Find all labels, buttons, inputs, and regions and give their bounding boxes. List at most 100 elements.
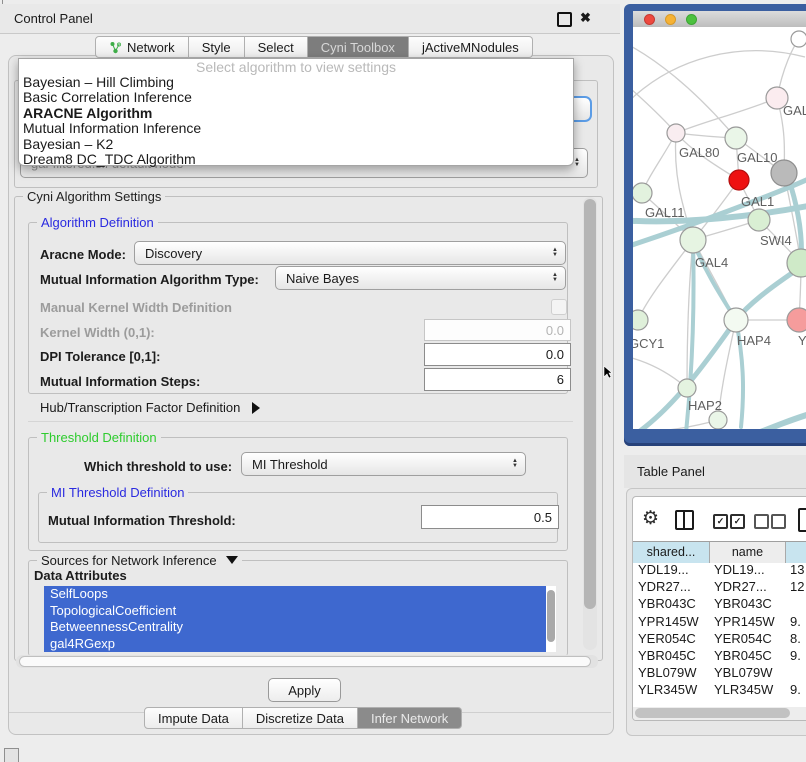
- network-node-gal80[interactable]: [666, 123, 686, 143]
- dropdown-item-selected[interactable]: ARACNE Algorithm: [23, 104, 153, 121]
- network-node[interactable]: [765, 86, 789, 110]
- network-window-titlebar[interactable]: [633, 11, 806, 28]
- tab-style[interactable]: Style: [188, 36, 245, 58]
- dpi-tolerance-field[interactable]: 0.0: [424, 343, 571, 366]
- aracne-mode-combo[interactable]: Discovery ▲ ▼: [134, 241, 566, 265]
- network-node[interactable]: [708, 410, 728, 429]
- tab-discretize-data[interactable]: Discretize Data: [242, 707, 358, 729]
- network-node-gal10[interactable]: [724, 126, 748, 150]
- network-node-gal4[interactable]: [679, 226, 707, 254]
- network-node-hap4[interactable]: [723, 307, 749, 333]
- node-label: GAL1: [741, 194, 775, 209]
- network-node-hap2[interactable]: [677, 378, 697, 398]
- mi-type-combo[interactable]: Naive Bayes ▲ ▼: [275, 266, 566, 290]
- manual-kernel-checkbox[interactable]: [551, 299, 567, 315]
- dropdown-item[interactable]: Bayesian – K2: [23, 135, 114, 152]
- mi-threshold-definition-title: MI Threshold Definition: [47, 485, 189, 500]
- tab-cyni-toolbox[interactable]: Cyni Toolbox: [307, 36, 409, 58]
- list-item[interactable]: gal4RGexp: [50, 635, 116, 651]
- cell-shared: YBR045C: [638, 647, 696, 663]
- network-node[interactable]: [790, 30, 806, 48]
- unchecked-checkbox-icon[interactable]: [754, 514, 769, 529]
- network-node-gcy1[interactable]: [633, 309, 649, 331]
- tab-infer-network[interactable]: Infer Network: [357, 707, 463, 729]
- tab-impute-data[interactable]: Impute Data: [144, 707, 243, 729]
- zoom-traffic-light[interactable]: [686, 13, 697, 25]
- checked-checkbox-icon[interactable]: ✓: [713, 514, 728, 529]
- table-row[interactable]: YDR27... YDR27... 12: [633, 579, 806, 596]
- list-item[interactable]: SelfLoops: [50, 586, 108, 601]
- tab-network[interactable]: Network: [95, 36, 189, 58]
- node-label: HAP2: [688, 398, 722, 413]
- close-icon[interactable]: ✖: [580, 10, 591, 25]
- table-row[interactable]: YBR045C YBR045C 9.: [633, 648, 806, 665]
- dropdown-item[interactable]: Bayesian – Hill Climbing: [23, 74, 174, 90]
- network-canvas[interactable]: GAL GAL80 GAL10 GAL1 GAL11 SWI4 GAL4 GCY…: [633, 27, 806, 429]
- tab-infer-network-label: Infer Network: [370, 710, 449, 726]
- tab-select[interactable]: Select: [244, 36, 308, 58]
- table-rows: YDL19... YDL19... 13 YDR27... YDR27... 12 YB…: [633, 562, 806, 703]
- minimized-panel-icon[interactable]: [4, 748, 19, 762]
- table-panel-title: Table Panel: [637, 464, 705, 479]
- column-header-partial[interactable]: [786, 542, 806, 563]
- table-row[interactable]: YPR145W YPR145W 9.: [633, 614, 806, 631]
- network-node[interactable]: [786, 248, 806, 278]
- kernel-width-field[interactable]: 0.0: [424, 319, 571, 341]
- table-row[interactable]: YDL19... YDL19... 13: [633, 562, 806, 579]
- list-item[interactable]: BetweennessCentrality: [50, 619, 183, 634]
- network-node[interactable]: [633, 182, 653, 204]
- column-header-shared[interactable]: shared...: [633, 542, 710, 563]
- table-row[interactable]: YBR043C YBR043C: [633, 596, 806, 613]
- network-icon: [109, 41, 122, 54]
- float-window-icon[interactable]: [557, 12, 572, 27]
- tab-jactivemnodules[interactable]: jActiveMNodules: [408, 36, 533, 58]
- apply-button[interactable]: Apply: [268, 678, 341, 702]
- list-scrollbar-thumb[interactable]: [547, 590, 555, 642]
- list-item[interactable]: TopologicalCoefficient: [50, 602, 177, 618]
- hub-section-toggle[interactable]: Hub/Transcription Factor Definition: [40, 400, 261, 415]
- mi-threshold-field[interactable]: 0.5: [421, 505, 559, 529]
- cell-value: 9.: [790, 682, 801, 698]
- network-node-gal1[interactable]: [747, 208, 771, 232]
- which-threshold-combo[interactable]: MI Threshold ▲ ▼: [241, 452, 526, 476]
- gear-icon[interactable]: ⚙: [642, 508, 660, 529]
- node-label: SWI4: [760, 233, 792, 248]
- control-panel-titlebar: Control Panel ✖: [0, 4, 620, 34]
- table-hscrollbar-thumb[interactable]: [635, 708, 790, 718]
- network-node-selected-red[interactable]: [728, 169, 750, 191]
- settings-scrollbar-thumb[interactable]: [584, 199, 596, 609]
- checked-checkbox-icon[interactable]: ✓: [730, 514, 745, 529]
- dropdown-item[interactable]: Dream8 DC_TDC Algorithm: [23, 150, 196, 167]
- document-icon[interactable]: [798, 508, 806, 532]
- cell-name: YLR345W: [714, 682, 774, 698]
- chevron-right-icon[interactable]: [252, 402, 261, 414]
- table-row[interactable]: YLR345W YLR345W 9.: [633, 682, 806, 699]
- mi-steps-field[interactable]: 6: [424, 368, 571, 391]
- column-header-name[interactable]: name: [710, 542, 786, 563]
- cell-value: 8.: [790, 630, 801, 646]
- dropdown-item[interactable]: Mutual Information Inference: [23, 120, 202, 137]
- mi-threshold-definition-group: MI Threshold Definition: [38, 485, 558, 543]
- settings-hscrollbar-thumb[interactable]: [19, 656, 591, 667]
- close-traffic-light[interactable]: [644, 13, 655, 25]
- cell-value: 13: [790, 562, 805, 577]
- algorithm-dropdown-popup: Select algorithm to view settings Bayesi…: [18, 58, 574, 167]
- data-attributes-label: Data Attributes: [34, 568, 127, 583]
- unchecked-checkbox-icon[interactable]: [771, 514, 786, 529]
- which-threshold-label: Which threshold to use:: [84, 459, 233, 474]
- cell-shared: YDR27...: [638, 579, 691, 595]
- sources-group-title[interactable]: Sources for Network Inference: [37, 553, 243, 568]
- table-row[interactable]: YBL079W YBL079W: [633, 665, 806, 682]
- tab-style-label: Style: [201, 39, 231, 55]
- mouse-cursor: [603, 366, 613, 379]
- dropdown-item[interactable]: Basic Correlation Inference: [23, 89, 192, 106]
- table-row[interactable]: YIL052C YIL052C 9: [633, 700, 806, 704]
- table-panel-titlebar: Table Panel: [624, 455, 806, 488]
- table-row[interactable]: YER054C YER054C 8.: [633, 631, 806, 648]
- chevron-down-icon[interactable]: [226, 556, 239, 564]
- minimize-traffic-light[interactable]: [665, 13, 676, 25]
- network-node-salmon[interactable]: [786, 307, 806, 333]
- network-node-gray[interactable]: [770, 159, 798, 187]
- sources-title-label: Sources for Network Inference: [41, 553, 217, 568]
- column-split-icon[interactable]: [675, 510, 694, 530]
